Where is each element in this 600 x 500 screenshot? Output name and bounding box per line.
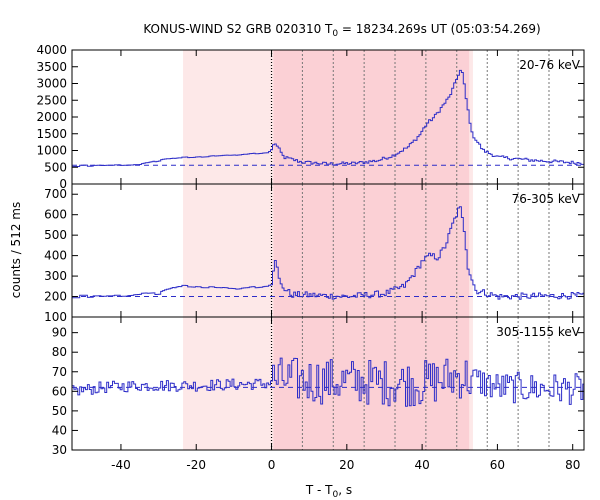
band-3-y-tick-label-0: 30 — [52, 443, 67, 457]
band-1-panel: 0 500 1000 1500 2000 2500 3000 3500 4000 20-76 ke… — [36, 43, 585, 191]
band-2-y-tick-label-2: 300 — [44, 269, 67, 283]
band-3-panel: 30 40 50 60 70 80 90 305-1155 keV — [52, 316, 585, 457]
band-1-band-label: 20-76 keV — [519, 58, 581, 72]
x-tick-label-1: -20 — [186, 458, 206, 472]
x-tick-label-5: 60 — [490, 458, 505, 472]
band-1-y-tick-label-7: 3500 — [36, 60, 67, 74]
x-tick-label-4: 40 — [414, 458, 429, 472]
band-1-y-tick-label-2: 1000 — [36, 144, 67, 158]
band-1-light-curve — [72, 69, 584, 168]
x-axis-label: T - T0, s — [305, 483, 352, 500]
band-3-y-tick-label-4: 70 — [52, 365, 67, 379]
title-rest: = 18234.269s UT (05:03:54.269) — [338, 22, 541, 36]
band-2-y-tick-label-5: 600 — [44, 208, 67, 222]
band-2-panel: 100 200 300 400 500 600 700 76-305 keV — [44, 183, 585, 324]
x-tick-label-2: 0 — [268, 458, 276, 472]
y-axis-label: counts / 512 ms — [9, 202, 23, 298]
band-3-y-tick-label-6: 90 — [52, 326, 67, 340]
band-1-y-tick-label-3: 1500 — [36, 127, 67, 141]
band-1-y-tick-label-1: 500 — [44, 160, 67, 174]
chart-title: KONUS-WIND S2 GRB 020310 T0 = 18234.269s… — [143, 22, 540, 39]
band-3-y-tick-label-5: 80 — [52, 345, 67, 359]
x-tick-label-3: 20 — [339, 458, 354, 472]
band-3-light-curve — [72, 357, 584, 407]
band-3-y-tick-label-2: 50 — [52, 404, 67, 418]
x-axis-label-main: T - T — [305, 483, 333, 497]
band-1-y-tick-label-0: 0 — [59, 177, 67, 191]
band-2-y-tick-label-6: 700 — [44, 187, 67, 201]
band-2-y-tick-label-3: 400 — [44, 249, 67, 263]
band-1-y-tick-label-8: 4000 — [36, 43, 67, 57]
band-2-light-curve — [72, 206, 584, 300]
x-axis-label-subscript: 0 — [333, 490, 339, 500]
band-2-y-tick-label-1: 200 — [44, 290, 67, 304]
x-tick-label-6: 80 — [565, 458, 580, 472]
band-3-frame — [71, 316, 585, 451]
band-3-band-label: 305-1155 keV — [496, 325, 580, 339]
band-1-y-tick-label-6: 3000 — [36, 77, 67, 91]
title-subscript: 0 — [332, 29, 338, 39]
band-3-y-tick-label-1: 40 — [52, 423, 67, 437]
band-1-y-tick-label-5: 2500 — [36, 93, 67, 107]
band-2-y-tick-label-4: 500 — [44, 228, 67, 242]
x-axis-label-rest: , s — [338, 483, 352, 497]
band-1-y-tick-label-4: 2000 — [36, 110, 67, 124]
band-2-y-tick-label-0: 100 — [44, 310, 67, 324]
x-tick-label-0: -40 — [111, 458, 131, 472]
band-3-y-tick-label-3: 60 — [52, 384, 67, 398]
band-2-band-label: 76-305 keV — [512, 192, 581, 206]
title-main: KONUS-WIND S2 GRB 020310 T — [143, 22, 333, 36]
